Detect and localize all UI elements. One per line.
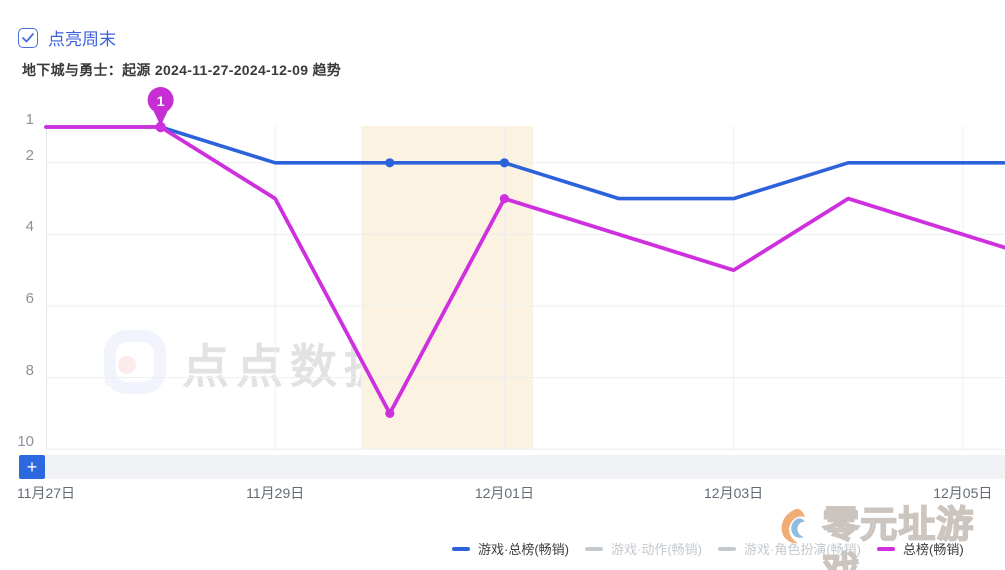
marker-balloon-tail — [153, 110, 169, 126]
x-tick-label: 11月27日 — [16, 485, 76, 501]
legend-dash-icon — [718, 546, 736, 551]
weekend-highlight-band — [361, 126, 534, 450]
weekend-checkbox[interactable] — [18, 27, 38, 48]
weekend-point-dot — [385, 408, 395, 418]
legend-item-游戏·总榜(畅销)[interactable]: 游戏·总榜(畅销) — [452, 539, 569, 558]
marker-anchor-dot — [155, 121, 166, 133]
legend-label: 游戏·动作(畅销) — [611, 542, 702, 557]
legend-dash-icon — [877, 546, 895, 551]
legend-dash-icon — [452, 546, 470, 551]
legend-item-游戏·动作(畅销)[interactable]: 游戏·动作(畅销) — [585, 539, 702, 558]
y-tick-label: 8 — [25, 361, 34, 379]
site-watermark: 零元址游戏 www.lingliuyx.com www.06zyx.com — [776, 502, 1005, 570]
weekend-point-dot — [385, 158, 395, 168]
series-line-游戏·总榜(畅销) — [44, 125, 1005, 201]
marker-balloon — [147, 87, 174, 113]
add-series-button[interactable]: + — [19, 455, 45, 479]
checkbox-check-icon — [22, 32, 34, 42]
weekend-toggle-label: 点亮周末 — [48, 30, 116, 49]
y-tick-label: 10 — [17, 433, 34, 451]
x-tick-label: 12月01日 — [474, 485, 534, 501]
x-tick-label: 11月29日 — [246, 485, 305, 501]
weekend-point-dot — [499, 194, 509, 204]
y-tick-label: 4 — [25, 218, 34, 236]
trend-chart-canvas[interactable]: 1 — [0, 0, 1005, 505]
x-tick-label: 12月03日 — [704, 485, 764, 501]
legend-dash-icon — [585, 546, 603, 551]
y-tick-label: 6 — [25, 290, 34, 307]
x-tick-label: 12月05日 — [933, 485, 993, 501]
chart-title: 地下城与勇士：起源 2024-11-27-2024-12-09 趋势 — [22, 62, 342, 78]
legend-label: 总榜(畅销) — [903, 542, 964, 557]
weekend-point-dot — [499, 158, 509, 168]
series-line-总榜(畅销) — [44, 125, 1005, 416]
y-tick-label: 1 — [25, 111, 34, 128]
legend-item-总榜(畅销)[interactable]: 总榜(畅销) — [877, 539, 964, 558]
legend-label: 游戏·角色扮演(畅销) — [744, 542, 861, 557]
marker-label: 1 — [157, 93, 165, 109]
date-range-scrollbar[interactable]: + — [19, 455, 1005, 479]
site-watermark-brand: 零元址游戏 — [822, 503, 975, 570]
chart-legend: 游戏·总榜(畅销) 游戏·动作(畅销) 游戏·角色扮演(畅销) 总榜(畅销) — [452, 539, 964, 558]
legend-label: 游戏·总榜(畅销) — [478, 542, 569, 557]
y-tick-label: 2 — [25, 146, 34, 164]
weekend-highlight-toggle[interactable]: 点亮周末 — [18, 25, 116, 50]
legend-item-游戏·角色扮演(畅销)[interactable]: 游戏·角色扮演(畅销) — [718, 539, 861, 558]
